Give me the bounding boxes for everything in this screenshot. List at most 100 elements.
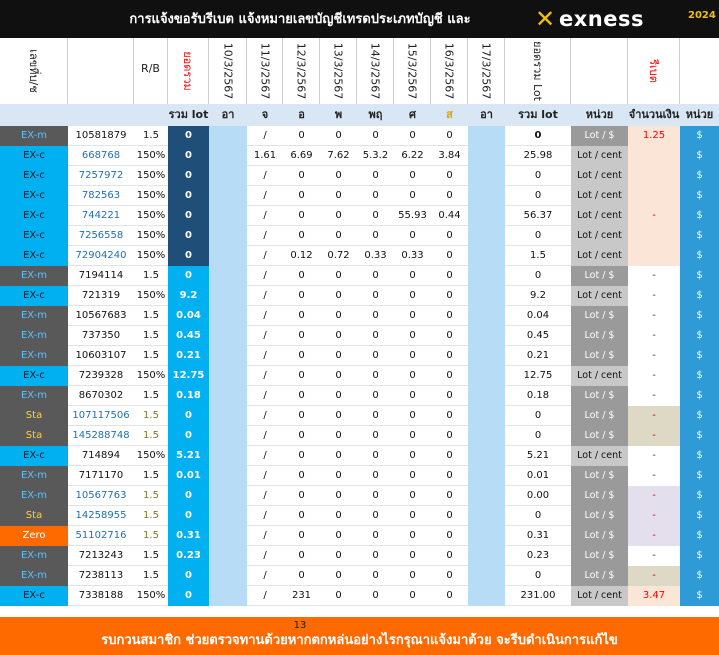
cell-d10 [209, 586, 247, 606]
cell-acc: 14258955 [75, 510, 127, 521]
cell-acc: 145288748 [72, 430, 130, 441]
cell-d12: 0 [298, 170, 305, 181]
cell-d12: 0 [298, 350, 305, 361]
table-row: EX-c 721319 150% 9.2/0 0 0 0 0 9.2 Lot / cent - $ [0, 286, 719, 306]
cell-d16: 0 [446, 350, 453, 361]
cell-d17 [468, 386, 505, 406]
table-row: Zero 51102716 1.5 0.31 / 0 0 0 0 0 0.31 Lot / $ - $ [0, 526, 719, 546]
cell-d16: 0 [446, 370, 453, 381]
cell-acc: 10567683 [75, 310, 127, 321]
cell-d10 [209, 366, 247, 386]
cell-d17 [468, 166, 505, 186]
cell-sum: 0.01 [526, 470, 550, 481]
table-row: Sta 14258955 1.5 0 / 0 0 0 0 0 0 Lot / $ - $ [0, 506, 719, 526]
cell-sum: 0 [534, 230, 542, 241]
cell-d15: 0 [409, 310, 416, 321]
cell-sum: 0 [534, 170, 542, 181]
cell-cur: $ [680, 446, 719, 466]
cell-acc: 714894 [81, 450, 121, 461]
table-row: EX-c 7257972 150% 0/0 0 0 0 0 0 Lot / cent $ [0, 166, 719, 186]
col-header-rebate: รีเบต [628, 38, 680, 104]
cell-cur: $ [680, 506, 719, 526]
cell-cur: $ [680, 326, 719, 346]
cell-d12: 0 [298, 290, 305, 301]
cell-unit: Lot / $ [571, 566, 628, 586]
cell-d17 [468, 146, 505, 166]
cell-d10 [209, 286, 247, 306]
cell-d13: 0 [335, 170, 342, 181]
cell-type: Sta [0, 506, 68, 526]
cell-d17 [468, 586, 505, 606]
cell-cur: $ [680, 306, 719, 326]
cell-unit: Lot / cent [571, 366, 628, 386]
cell-unit: Lot / $ [571, 326, 628, 346]
cell-d16: 0.44 [438, 210, 461, 221]
col-header-rb: R/B [134, 38, 168, 104]
col-header-blank [68, 38, 134, 104]
col-header-date-6: 16/3/2567 [431, 38, 468, 104]
cell-amount: 1.25 [628, 126, 680, 146]
cell-d16: 0 [446, 130, 453, 141]
cell-d17 [468, 226, 505, 246]
cell-d12: 0 [298, 530, 305, 541]
cell-d11: / [263, 330, 267, 341]
cell-unit: Lot / $ [571, 266, 628, 286]
page-title: การแจ้งขอรับรีเบต แจ้งหมายเลขบัญชีเทรดปร… [129, 12, 471, 27]
cell-d17 [468, 366, 505, 386]
cell-d16: 0 [446, 190, 453, 201]
cell-d14: 0 [372, 290, 379, 301]
cell-d12: 0 [298, 230, 305, 241]
cell-unit: Lot / $ [571, 306, 628, 326]
table-row: EX-m 8670302 1.5 0.18 / 0 0 0 0 0 0.18 Lot / $ - $ [0, 386, 719, 406]
cell-d12: 0 [298, 510, 305, 521]
cell-amount: - [628, 546, 680, 566]
cell-d17 [468, 186, 505, 206]
cell-cur: $ [680, 486, 719, 506]
cell-type: EX-m [0, 486, 68, 506]
cell-rb: 1.5 [143, 470, 159, 481]
page-header: การแจ้งขอรับรีเบต แจ้งหมายเลขบัญชีเทรดปร… [0, 0, 719, 38]
cell-acc: 721319 [81, 290, 121, 301]
cell-cur: $ [680, 146, 719, 166]
cell-d11: / [263, 570, 267, 581]
cell-unit: Lot / cent [571, 586, 628, 606]
cell-d11: / [263, 550, 267, 561]
cell-unit: Lot / cent [571, 286, 628, 306]
cell-d16: 0 [446, 290, 453, 301]
cell-cur: $ [680, 386, 719, 406]
sub-header-total-lot2: รวม lot [518, 108, 558, 121]
cell-d12: 0 [298, 370, 305, 381]
cell-d15: 0 [409, 470, 416, 481]
cell-acc: 7257972 [78, 170, 124, 181]
cell-d15: 55.93 [398, 210, 427, 221]
cell-type: Sta [0, 406, 68, 426]
cell-cur: $ [680, 406, 719, 426]
cell-d15: 0 [409, 350, 416, 361]
cell-d12: 0 [298, 570, 305, 581]
cell-unit: Lot / $ [571, 406, 628, 426]
cell-rb: 1.5 [143, 510, 159, 521]
cell-d13: 0 [335, 410, 342, 421]
cell-unit: Lot / $ [571, 526, 628, 546]
cell-unit: Lot / $ [571, 466, 628, 486]
cell-type: EX-c [0, 226, 68, 246]
table-row: EX-c 714894 150% 5.21/0 0 0 0 0 5.21 Lot / cent - $ [0, 446, 719, 466]
table-row: EX-c 668768 150% 0 1.61 6.69 7.62 5.3.2 6.22 3.84… [0, 146, 719, 166]
cell-type: EX-m [0, 546, 68, 566]
cell-acc: 7338188 [78, 590, 124, 601]
cell-total: 0 [168, 206, 209, 226]
cell-amount: - [628, 446, 680, 466]
cell-d17 [468, 466, 505, 486]
cell-type: EX-m [0, 386, 68, 406]
cell-d15: 0 [409, 130, 416, 141]
cell-rb: 1.5 [143, 330, 159, 341]
cell-amount: - [628, 466, 680, 486]
cell-d12: 231 [291, 590, 312, 601]
cell-cur: $ [680, 566, 719, 586]
sub-header-day-0: อา [221, 108, 235, 121]
cell-amount [628, 146, 680, 166]
cell-rb: 1.5 [143, 270, 159, 281]
cell-d14: 0 [372, 310, 379, 321]
cell-rb: 1.5 [143, 350, 159, 361]
cell-cur: $ [680, 226, 719, 246]
